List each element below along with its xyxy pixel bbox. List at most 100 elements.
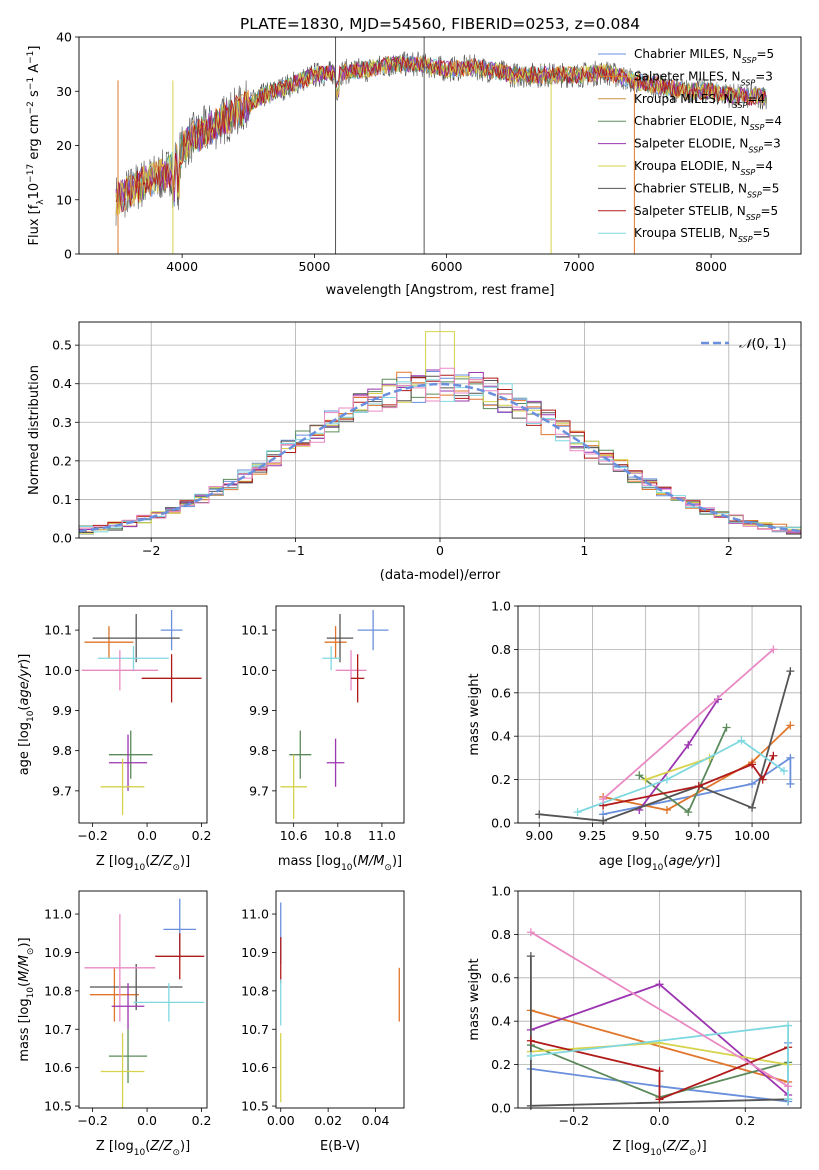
legend-entry: Salpeter ELODIE, NSSP=3: [634, 137, 781, 155]
legend-entry: Kroupa STELIB, NSSP=5: [634, 226, 770, 244]
x-tick-label: 8000: [695, 259, 727, 274]
y-tick-label: 10.1: [241, 623, 269, 638]
weight-marker: [684, 808, 693, 817]
spectrum-panel: 4000 5000 6000 7000 8000 0 10 20 30 40 wavelength …: [26, 30, 802, 298]
y-tick-label: 9.8: [249, 743, 269, 758]
mass-weight-vs-age-panel: 9.00 9.25 9.50 9.75 10.00 0.0 0.2 0.4 0.6 0.8 1.0 a…: [467, 599, 802, 873]
weight-marker: [599, 816, 608, 825]
residual-distribution-panel: −2 −1 0 1 2 0.0 0.1 0.2 0.3 0.4 0.5 𝒩(0, 1) (data-mo…: [27, 321, 802, 583]
weight-line: [602, 648, 774, 800]
y-axis-label: mass weight: [467, 958, 482, 1040]
spectrum-line: [115, 56, 767, 216]
x-tick-label: 0.2: [735, 1113, 755, 1128]
spectrum-line: [115, 55, 767, 213]
x-tick-label: 9.25: [579, 828, 607, 843]
y-tick-label: 9.9: [249, 703, 269, 718]
x-tick-label: 0.0: [137, 828, 157, 843]
y-tick-label: 9.7: [249, 783, 269, 798]
x-tick-label: 9.00: [525, 828, 553, 843]
y-tick-label: 10.6: [44, 1060, 72, 1075]
x-tick-label: 0.04: [362, 1113, 390, 1128]
x-tick-label: −0.2: [559, 1113, 589, 1128]
x-tick-label: 11.0: [368, 828, 396, 843]
legend-entry: Chabrier STELIB, NSSP=5: [634, 181, 779, 199]
y-tick-label: 40: [56, 30, 72, 45]
mass-vs-extinction-panel: 0.00 0.02 0.04 10.5 10.6 10.7 10.8 10.9 11.0 E(B-…: [241, 890, 405, 1154]
y-tick-label: 0.8: [491, 642, 511, 657]
y-tick-label: 0.4: [491, 1014, 511, 1029]
y-tick-label: 10.7: [241, 1022, 269, 1037]
y-tick-label: 0.0: [491, 816, 511, 831]
mass-vs-metallicity-panel: −0.2 0.0 0.2 10.5 10.6 10.7 10.8 10.9 11.0 Z [log…: [17, 890, 212, 1158]
y-tick-label: 0.0: [491, 1101, 511, 1116]
weight-marker: [786, 779, 795, 788]
axes-frame: [78, 890, 208, 1109]
weight-line: [530, 931, 789, 1088]
age-vs-mass-panel: 10.6 10.8 11.0 9.7 9.8 9.9 10.0 10.1 mass [log10…: [241, 605, 405, 873]
weight-marker: [786, 667, 795, 676]
weight-line: [577, 739, 785, 813]
weight-marker: [684, 740, 693, 749]
x-tick-label: 2: [725, 543, 733, 558]
y-tick-label: 0.5: [52, 338, 72, 353]
weight-marker: [526, 1101, 535, 1110]
x-axis-label: E(B-V): [320, 1139, 360, 1154]
axes-frame: [78, 605, 208, 824]
y-tick-label: 9.9: [52, 703, 72, 718]
y-tick-label: 10.5: [241, 1099, 269, 1114]
weight-marker: [599, 795, 608, 804]
y-axis-label: Flux [fλ10−17 erg cm−2 s−1 A−1]: [26, 46, 46, 246]
x-tick-label: −2: [142, 543, 160, 558]
x-tick-label: 0.0: [650, 1113, 670, 1128]
y-tick-label: 11.0: [241, 907, 269, 922]
y-tick-label: 0.8: [491, 927, 511, 942]
x-tick-label: 0.00: [267, 1113, 295, 1128]
y-tick-label: 11.0: [44, 907, 72, 922]
y-axis-label: Normed distribution: [27, 365, 42, 495]
y-tick-label: 10.8: [44, 983, 72, 998]
legend-entry: Chabrier ELODIE, NSSP=4: [634, 114, 782, 132]
weight-marker: [526, 952, 535, 961]
x-tick-label: 5000: [298, 259, 330, 274]
x-axis-label: age [log10(age/yr)]: [599, 854, 721, 873]
normal-reference-curve: [79, 382, 801, 533]
x-tick-label: 4000: [166, 259, 198, 274]
weight-marker: [526, 928, 535, 937]
y-tick-label: 0.6: [491, 970, 511, 985]
weight-line: [602, 756, 792, 816]
y-axis-label: age [log10(age/yr)]: [17, 654, 36, 776]
y-tick-label: 0.2: [491, 772, 511, 787]
y-tick-label: 0.4: [491, 729, 511, 744]
legend-entry: Salpeter MILES, NSSP=3: [634, 69, 773, 87]
weight-marker: [573, 808, 582, 817]
y-tick-label: 0.3: [52, 415, 72, 430]
weight-marker: [662, 805, 671, 814]
y-tick-label: 1.0: [491, 884, 511, 899]
figure-title: PLATE=1830, MJD=54560, FIBERID=0253, z=0…: [240, 15, 640, 33]
weight-line: [645, 757, 710, 781]
x-tick-label: 1: [580, 543, 588, 558]
y-tick-label: 1.0: [491, 599, 511, 614]
weight-marker: [722, 723, 731, 732]
x-axis-label: Z [log10(Z/Z⊙)]: [612, 1139, 706, 1158]
x-axis-label: Z [log10(Z/Z⊙)]: [96, 1139, 190, 1158]
x-axis-label: Z [log10(Z/Z⊙)]: [96, 854, 190, 873]
legend-entry: Kroupa MILES, NSSP=4: [634, 92, 765, 110]
y-axis-label: mass weight: [467, 673, 482, 755]
weight-line: [530, 1039, 789, 1101]
weight-line: [638, 727, 728, 814]
x-tick-label: −0.2: [77, 828, 107, 843]
mass-weight-vs-metallicity-panel: −0.2 0.0 0.2 0.0 0.2 0.4 0.6 0.8 1.0 Z [log10(Z/Z…: [467, 884, 802, 1158]
weight-marker: [737, 736, 746, 745]
x-tick-label: 0.2: [192, 1113, 212, 1128]
weight-marker: [635, 771, 644, 780]
y-tick-label: 20: [56, 138, 72, 153]
y-tick-label: 0.4: [52, 376, 72, 391]
weight-marker: [784, 1021, 793, 1030]
x-tick-label: 10.8: [324, 828, 352, 843]
x-tick-label: −0.2: [77, 1113, 107, 1128]
y-tick-label: 9.8: [52, 743, 72, 758]
x-tick-label: 0: [436, 543, 444, 558]
y-tick-label: 10.9: [241, 945, 269, 960]
